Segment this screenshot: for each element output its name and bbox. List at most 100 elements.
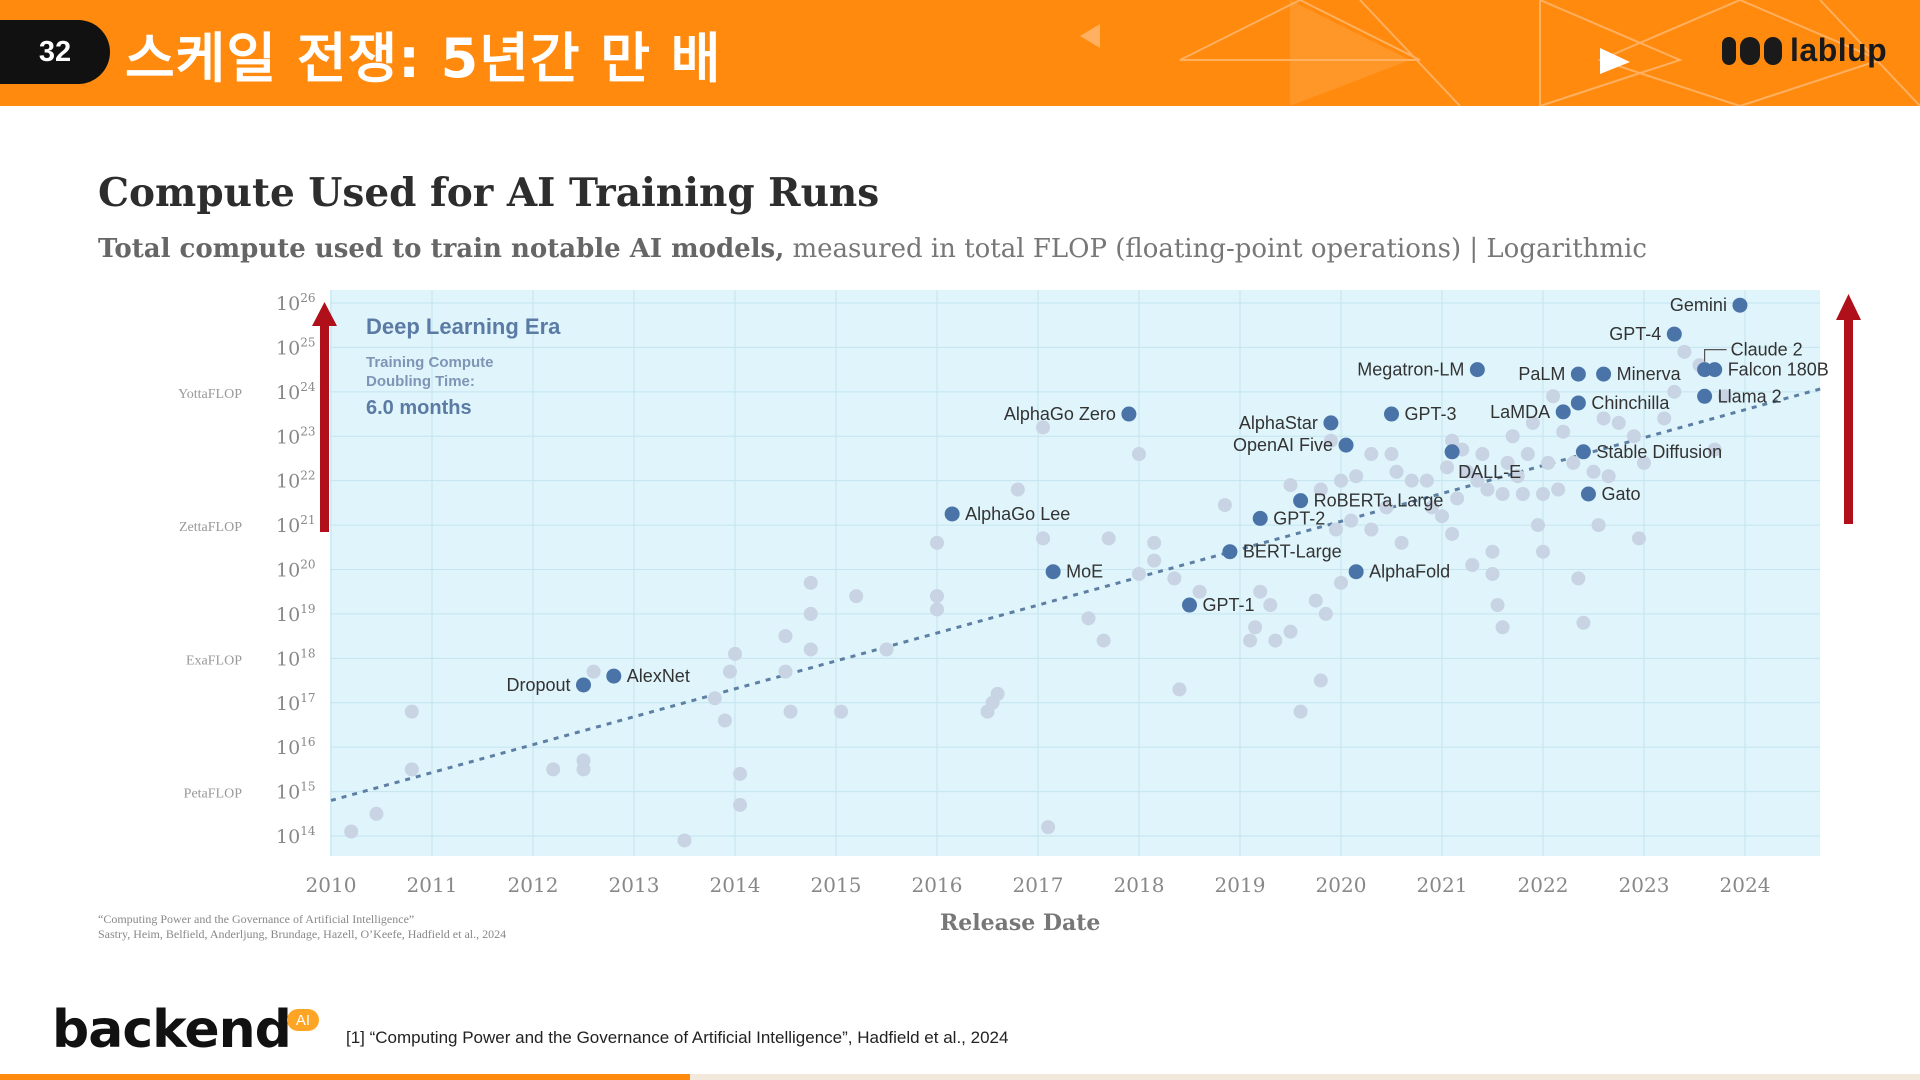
y-unit-label: ExaFLOP [186, 653, 242, 668]
other-model-point [1637, 455, 1651, 470]
notable-model-point [1570, 395, 1586, 411]
notable-model-point [1293, 493, 1309, 509]
other-model-point [1192, 584, 1207, 599]
other-model-point [783, 704, 798, 719]
notable-model-point [576, 677, 591, 693]
lablup-wordmark: lablup [1790, 32, 1888, 68]
x-tick-label: 2010 [306, 873, 357, 897]
other-model-point [1530, 518, 1545, 533]
other-model-point [1657, 411, 1672, 426]
source-note-line-2: Sastry, Heim, Belfield, Anderljung, Brun… [98, 927, 507, 941]
other-model-point [1096, 633, 1111, 648]
y-tick-label: 1022 [276, 469, 315, 493]
other-model-point [1132, 566, 1146, 581]
notable-model-label: Gemini [1670, 295, 1727, 315]
right-up-arrow-icon [1836, 294, 1861, 524]
other-model-point [1172, 682, 1187, 697]
other-model-point [834, 704, 849, 719]
notable-model-point [944, 506, 960, 522]
x-tick-label: 2022 [1518, 873, 1569, 897]
other-model-point [1318, 606, 1333, 621]
other-model-point [1293, 704, 1308, 719]
x-tick-label: 2013 [609, 873, 660, 897]
footer-progress-fill [0, 1074, 690, 1080]
other-model-point [1571, 571, 1586, 586]
other-model-point [1707, 442, 1722, 457]
y-tick-label: 1026 [276, 291, 315, 315]
x-axis-title: Release Date [940, 910, 1101, 936]
y-unit-label: ZettaFLOP [179, 520, 242, 535]
other-model-point [1147, 553, 1162, 568]
notable-model-point [1182, 597, 1197, 613]
other-model-point [1394, 535, 1409, 550]
notable-model-label: Megatron-LM [1357, 360, 1464, 380]
other-model-point [930, 589, 944, 604]
other-models-series [344, 344, 1732, 848]
notable-model-point [1570, 366, 1586, 382]
notable-model-label: AlexNet [627, 666, 690, 686]
other-model-point [778, 629, 793, 644]
notable-model-label: RoBERTa Large [1314, 491, 1444, 511]
era-label: Deep Learning Era [366, 314, 561, 339]
x-tick-label: 2014 [710, 873, 761, 897]
other-model-point [1576, 615, 1591, 630]
other-model-point [1520, 447, 1535, 462]
other-model-point [1717, 389, 1732, 404]
other-model-point [1667, 384, 1682, 399]
other-model-point [1349, 469, 1364, 484]
left-arrow-icon [1080, 24, 1100, 48]
notable-model-label: AlphaFold [1369, 562, 1450, 582]
y-tick-exponent: 19 [300, 602, 315, 616]
y-tick-exponent: 15 [300, 780, 315, 794]
y-unit-label: YottaFLOP [178, 387, 242, 402]
slide-title: 스케일 전쟁: 5년간 만 배 [125, 27, 722, 90]
other-model-point [717, 713, 732, 728]
gridlines [330, 290, 1820, 856]
notable-model-label: GPT-1 [1203, 595, 1255, 615]
notable-model-point [1732, 297, 1748, 313]
other-model-point [1445, 526, 1460, 541]
other-model-point [1283, 624, 1298, 639]
other-model-point [1495, 620, 1510, 635]
chart-subtitle: Total compute used to train notable AI m… [98, 234, 1647, 264]
y-tick-label: 1025 [276, 335, 315, 359]
other-model-point [1364, 522, 1379, 537]
x-axis-ticks: 2010 2011 2012 2013 2014 2015 2016 2017 2018 2019… [306, 873, 1771, 897]
y-tick-label: 1019 [276, 602, 315, 626]
other-model-point [1313, 673, 1328, 688]
notable-model-point [1222, 544, 1238, 560]
notable-model-label: DALL-E [1458, 462, 1521, 482]
other-model-point [1525, 415, 1540, 430]
x-tick-label: 2019 [1215, 873, 1266, 897]
other-model-point [1480, 482, 1495, 497]
ai-badge: AI [287, 1009, 319, 1031]
other-model-point [1010, 482, 1025, 497]
other-model-point [990, 686, 1005, 701]
other-model-point [546, 762, 561, 777]
x-tick-label: 2016 [912, 873, 963, 897]
notable-model-label: MoE [1066, 562, 1103, 582]
other-model-point [803, 575, 818, 590]
other-model-point [1596, 411, 1611, 426]
notable-model-label: Dropout [506, 675, 570, 695]
x-tick-label: 2021 [1417, 873, 1468, 897]
other-model-point [1389, 464, 1404, 479]
notable-model-point [1252, 510, 1268, 526]
notable-model-label: GPT-4 [1609, 324, 1661, 344]
notable-model-point [1384, 406, 1399, 422]
other-model-point [1263, 598, 1278, 613]
y-tick-exponent: 16 [300, 735, 315, 749]
other-model-point [1419, 473, 1434, 488]
y-tick-label: 1021 [276, 513, 315, 537]
other-model-point [930, 602, 944, 617]
other-model-point [1470, 473, 1485, 488]
backend-ai-logo: backend [52, 1000, 292, 1060]
doubling-label-2: Doubling Time: [366, 373, 475, 390]
x-tick-label: 2024 [1720, 873, 1771, 897]
play-icon [1600, 48, 1630, 74]
other-model-point [1631, 531, 1646, 546]
notable-model-label: Llama 2 [1718, 386, 1782, 406]
other-model-point [733, 797, 748, 812]
y-tick-exponent: 21 [300, 513, 315, 527]
other-model-point [1217, 498, 1232, 513]
